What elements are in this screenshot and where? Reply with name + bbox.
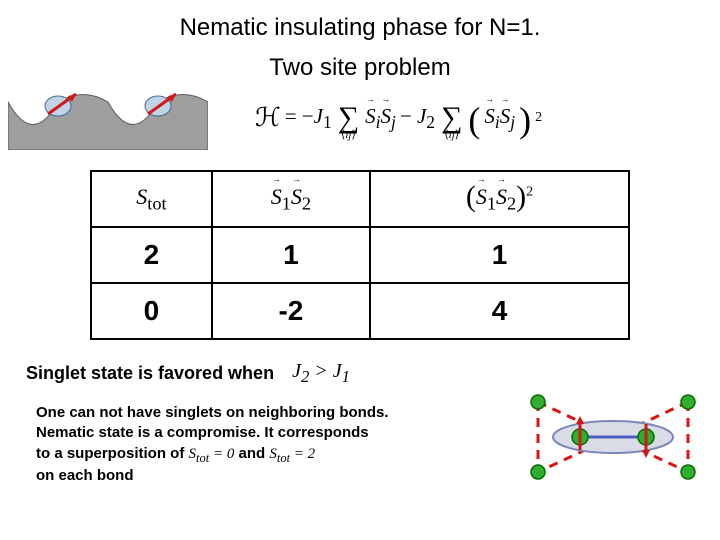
para-line: Nematic state is a compromise. It corres… xyxy=(36,424,369,441)
hamiltonian-equation: ℋ = −J1 ∑⟨ij⟩ SiSj − J2 ∑⟨ij⟩ ( SiSj )2 xyxy=(255,100,542,137)
eigenvalue-table: Stot S1S2 (S1S2)2 2 1 1 0 -2 4 xyxy=(90,170,630,340)
page-subtitle: Two site problem xyxy=(0,42,720,82)
cell: -2 xyxy=(212,283,370,339)
para-line: on each bond xyxy=(36,467,134,484)
top-row: ℋ = −J1 ∑⟨ij⟩ SiSj − J2 ∑⟨ij⟩ ( SiSj )2 xyxy=(0,92,720,152)
and-word: and xyxy=(239,445,270,462)
table-row: 0 -2 4 xyxy=(91,283,629,339)
stot-two: Stot = 2 xyxy=(269,446,315,462)
page-title: Nematic insulating phase for N=1. xyxy=(0,0,720,42)
col-header-s1s2sq: (S1S2)2 xyxy=(370,171,629,227)
stot-zero: Stot = 0 xyxy=(189,446,235,462)
explanation-paragraph: One can not have singlets on neighboring… xyxy=(36,403,476,487)
para-line: One can not have singlets on neighboring… xyxy=(36,404,389,421)
col-header-s1s2: S1S2 xyxy=(212,171,370,227)
double-well-diagram xyxy=(8,92,208,150)
bond-diagram xyxy=(518,382,708,492)
inequality: J2 > J1 xyxy=(292,360,350,387)
statement-text: Singlet state is favored when xyxy=(26,363,274,384)
cell: 1 xyxy=(370,227,629,283)
cell: 0 xyxy=(91,283,212,339)
col-header-stot: Stot xyxy=(91,171,212,227)
para-line: to a superposition of xyxy=(36,445,189,462)
table-row: 2 1 1 xyxy=(91,227,629,283)
cell: 1 xyxy=(212,227,370,283)
cell: 2 xyxy=(91,227,212,283)
cell: 4 xyxy=(370,283,629,339)
